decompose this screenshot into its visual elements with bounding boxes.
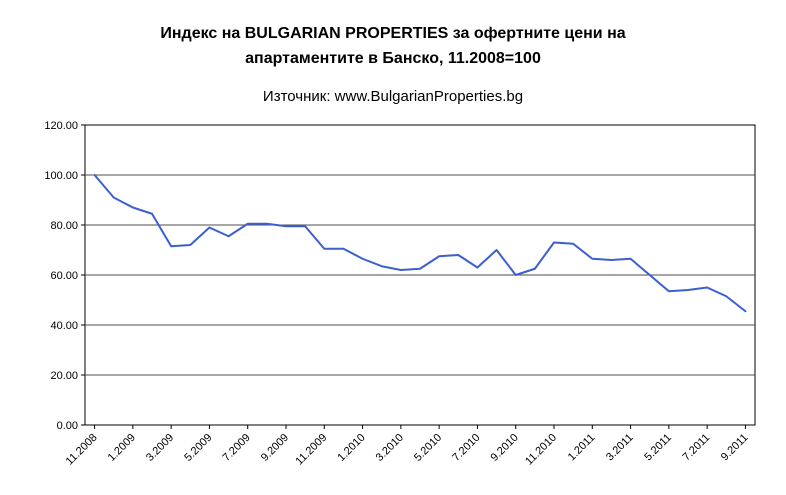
x-tick-label: 7.2011 [681,432,713,464]
x-tick-label: 11.2008 [64,432,100,468]
x-tick-label: 11.2010 [523,432,559,468]
x-tick-label: 1.2010 [335,432,367,464]
x-tick-label: 3.2009 [144,432,176,464]
y-tick-label: 80.00 [50,220,78,232]
x-tick-label: 3.2010 [374,432,406,464]
x-tick-label: 9.2009 [259,432,291,464]
y-tick-label: 20.00 [50,370,78,382]
x-tick-label: 5.2009 [182,432,214,464]
x-tick-label: 1.2009 [106,432,138,464]
x-tick-label: 5.2010 [412,432,444,464]
x-tick-label: 9.2010 [489,432,521,464]
chart-subtitle: Източник: www.BulgarianProperties.bg [262,88,524,105]
y-tick-label: 100.00 [44,170,78,182]
y-tick-label: 40.00 [50,320,78,332]
x-tick-label: 7.2010 [450,432,482,464]
x-tick-label: 1.2011 [566,432,598,464]
y-tick-label: 60.00 [50,270,78,282]
index-line-series [93,174,747,313]
y-tick-label: 0.00 [57,420,78,432]
x-tick-label: 3.2011 [604,432,636,464]
x-tick-label: 7.2009 [221,432,253,464]
x-tick-label: 9.2011 [719,432,751,464]
chart-title-line-2: апартаментите в Банско, 11.2008=100 [245,49,541,67]
chart-title-line-1: Индекс на BULGARIAN PROPERTIES за офертн… [160,25,626,42]
x-tick-label: 11.2009 [293,432,329,468]
x-tick-label: 5.2011 [642,432,674,464]
y-tick-label: 120.00 [44,120,78,132]
chart-title: Индекс на BULGARIAN PROPERTIES за офертн… [0,22,786,72]
